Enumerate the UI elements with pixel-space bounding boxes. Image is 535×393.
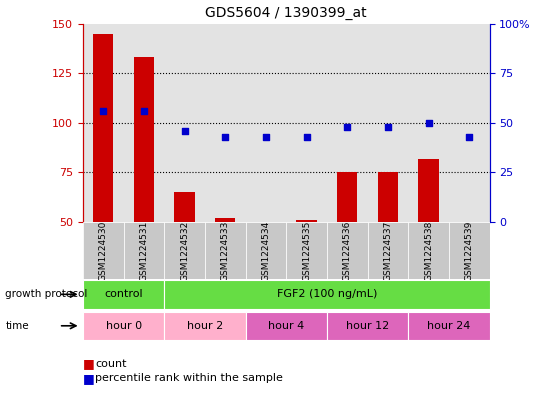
Text: hour 24: hour 24: [427, 321, 471, 331]
Title: GDS5604 / 1390399_at: GDS5604 / 1390399_at: [205, 6, 367, 20]
Bar: [246, 24, 286, 222]
Point: [262, 134, 270, 140]
Point: [384, 124, 392, 130]
Bar: [174, 192, 195, 222]
Bar: [337, 173, 357, 222]
FancyBboxPatch shape: [408, 312, 490, 340]
Text: GSM1224533: GSM1224533: [221, 220, 230, 281]
Text: growth protocol: growth protocol: [5, 289, 88, 299]
Bar: [83, 24, 124, 222]
Point: [221, 134, 230, 140]
Bar: [408, 24, 449, 222]
Point: [302, 134, 311, 140]
Bar: [134, 57, 154, 222]
Text: GSM1224535: GSM1224535: [302, 220, 311, 281]
Bar: [256, 222, 276, 224]
FancyBboxPatch shape: [124, 222, 164, 279]
FancyBboxPatch shape: [286, 222, 327, 279]
Point: [99, 108, 108, 114]
Text: time: time: [5, 321, 29, 331]
FancyBboxPatch shape: [327, 312, 408, 340]
Text: GSM1224530: GSM1224530: [99, 220, 108, 281]
FancyBboxPatch shape: [83, 280, 164, 309]
FancyBboxPatch shape: [164, 312, 246, 340]
FancyBboxPatch shape: [408, 222, 449, 279]
FancyBboxPatch shape: [246, 312, 327, 340]
Text: count: count: [95, 358, 127, 369]
FancyBboxPatch shape: [83, 312, 164, 340]
FancyBboxPatch shape: [327, 222, 368, 279]
Text: percentile rank within the sample: percentile rank within the sample: [95, 373, 283, 383]
FancyBboxPatch shape: [449, 222, 490, 279]
Text: GSM1224532: GSM1224532: [180, 220, 189, 281]
FancyBboxPatch shape: [368, 222, 408, 279]
Point: [465, 134, 473, 140]
Text: control: control: [104, 289, 143, 299]
Bar: [124, 24, 164, 222]
Bar: [93, 33, 113, 222]
Text: hour 4: hour 4: [268, 321, 304, 331]
Text: GSM1224531: GSM1224531: [140, 220, 148, 281]
FancyBboxPatch shape: [83, 222, 124, 279]
Text: GSM1224534: GSM1224534: [262, 220, 270, 281]
FancyBboxPatch shape: [205, 222, 246, 279]
Bar: [164, 24, 205, 222]
Text: hour 0: hour 0: [105, 321, 142, 331]
Text: GSM1224537: GSM1224537: [384, 220, 392, 281]
Text: hour 12: hour 12: [346, 321, 389, 331]
Bar: [205, 24, 246, 222]
FancyBboxPatch shape: [246, 222, 286, 279]
Bar: [378, 173, 398, 222]
Bar: [449, 24, 490, 222]
Bar: [368, 24, 408, 222]
Bar: [327, 24, 368, 222]
Point: [180, 128, 189, 134]
Bar: [418, 158, 439, 222]
Text: ■: ■: [83, 357, 95, 370]
Point: [343, 124, 351, 130]
Point: [140, 108, 148, 114]
Bar: [215, 218, 235, 222]
Text: GSM1224536: GSM1224536: [343, 220, 351, 281]
Text: hour 2: hour 2: [187, 321, 223, 331]
Text: GSM1224539: GSM1224539: [465, 220, 473, 281]
Text: FGF2 (100 ng/mL): FGF2 (100 ng/mL): [277, 289, 377, 299]
Text: ■: ■: [83, 371, 95, 385]
Point: [424, 119, 433, 126]
Bar: [296, 220, 317, 222]
Text: GSM1224538: GSM1224538: [424, 220, 433, 281]
Bar: [286, 24, 327, 222]
FancyBboxPatch shape: [164, 222, 205, 279]
FancyBboxPatch shape: [164, 280, 490, 309]
